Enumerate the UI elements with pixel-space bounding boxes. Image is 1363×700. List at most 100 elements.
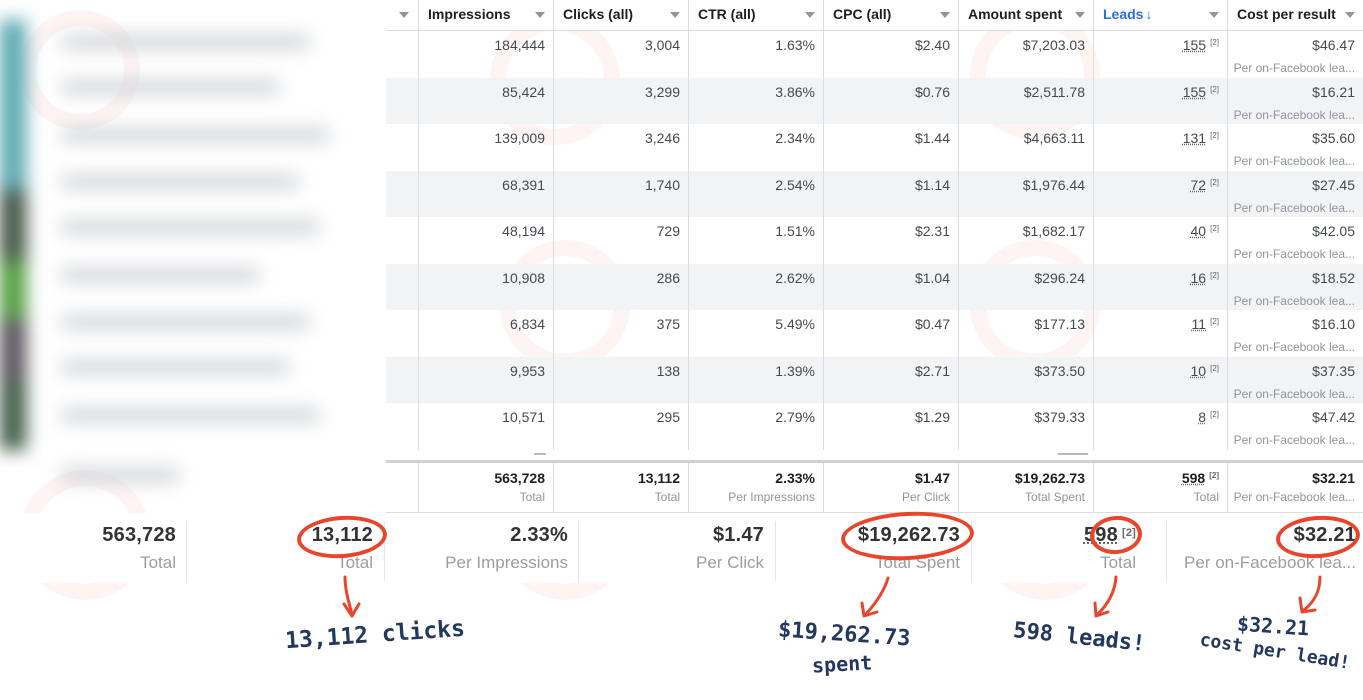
- cell-impressions: 139,009: [418, 124, 553, 171]
- cell-cost-per-result: $47.42 Per on-Facebook lea...: [1227, 403, 1363, 450]
- cell-leads: 8 [2]: [1093, 403, 1227, 450]
- chevron-down-icon: [805, 12, 815, 18]
- total-cost-per-result: $32.21 Per on-Facebook lea...: [1227, 463, 1363, 512]
- cell-clicks: 138: [553, 356, 688, 403]
- cell-cost-per-result: $46.47 Per on-Facebook lea...: [1227, 31, 1363, 78]
- zoom-separator: [775, 521, 776, 581]
- zoom-amount-spent: $19,262.73 Total Spent: [857, 524, 960, 572]
- cell-leads: 131 [2]: [1093, 124, 1227, 171]
- zoomed-totals-strip: 563,728 Total 13,112 Total 2.33% Per Impres…: [0, 513, 1363, 583]
- column-header-cpc[interactable]: CPC (all): [823, 0, 958, 31]
- zoom-leads: 598 [2] Total: [1083, 524, 1136, 572]
- cell-ctr: 1.39%: [688, 356, 823, 403]
- cell-leads: 11 [2]: [1093, 310, 1227, 357]
- cell-clicks: 3,004: [553, 31, 688, 78]
- cell-ctr: 2.62%: [688, 263, 823, 310]
- chevron-down-icon: [1209, 12, 1219, 18]
- cell-cost-per-result: $18.52 Per on-Facebook lea...: [1227, 263, 1363, 310]
- table-row: 9,953 138 1.39% $2.71 $373.50 10 [2] $37.35 Per …: [386, 356, 1363, 403]
- zoom-separator: [971, 521, 972, 581]
- cell-cpc: $2.71: [823, 356, 958, 403]
- cell-cost-per-result: $16.10 Per on-Facebook lea...: [1227, 310, 1363, 357]
- cell-cost-per-result: $27.45 Per on-Facebook lea...: [1227, 170, 1363, 217]
- cell-impressions: 184,444: [418, 31, 553, 78]
- chevron-down-icon: [1075, 12, 1085, 18]
- cell-leads: 155 [2]: [1093, 31, 1227, 78]
- column-header-leads[interactable]: Leads ↓: [1093, 0, 1227, 31]
- blurred-ad-names: [0, 0, 386, 512]
- annotation-spent-label: spent: [811, 650, 873, 678]
- table-header: Impressions Clicks (all) CTR (all) CPC (…: [386, 0, 1363, 31]
- cell-leads: 16 [2]: [1093, 263, 1227, 310]
- cell-ctr: 1.63%: [688, 31, 823, 78]
- cell-leads: 155 [2]: [1093, 77, 1227, 124]
- cell-clicks: 3,299: [553, 77, 688, 124]
- cell-clicks: 286: [553, 263, 688, 310]
- cell-ctr: 3.86%: [688, 77, 823, 124]
- cell-impressions: 6,834: [418, 310, 553, 357]
- table-row: 184,444 3,004 1.63% $2.40 $7,203.03 155 [2] $46…: [386, 31, 1363, 78]
- zoom-separator: [186, 521, 187, 581]
- zoom-separator: [384, 521, 385, 581]
- zoom-separator: [1166, 521, 1167, 581]
- cell-cpc: $1.29: [823, 403, 958, 450]
- cell-cost-per-result: $37.35 Per on-Facebook lea...: [1227, 356, 1363, 403]
- table-row: 10,908 286 2.62% $1.04 $296.24 16 [2] $18.52 Per…: [386, 263, 1363, 310]
- column-header-impressions[interactable]: Impressions: [418, 0, 553, 31]
- total-ctr: 2.33% Per Impressions: [688, 463, 823, 512]
- total-cpc: $1.47 Per Click: [823, 463, 958, 512]
- total-impressions: 563,728 Total: [418, 463, 553, 512]
- cell-cpc: $2.31: [823, 217, 958, 264]
- cell-amount-spent: $177.13: [958, 310, 1093, 357]
- cell-cpc: $1.14: [823, 170, 958, 217]
- cell-cost-per-result: $35.60 Per on-Facebook lea...: [1227, 124, 1363, 171]
- cell-amount-spent: $4,663.11: [958, 124, 1093, 171]
- cell-amount-spent: $7,203.03: [958, 31, 1093, 78]
- zoom-impressions: 563,728 Total: [102, 524, 176, 572]
- table-row: 48,194 729 1.51% $2.31 $1,682.17 40 [2] $42.05 P…: [386, 217, 1363, 264]
- cell-amount-spent: $379.33: [958, 403, 1093, 450]
- zoom-ctr: 2.33% Per Impressions: [445, 524, 568, 572]
- cell-amount-spent: $1,976.44: [958, 170, 1093, 217]
- cell-ctr: 2.79%: [688, 403, 823, 450]
- column-header-ctr[interactable]: CTR (all): [688, 0, 823, 31]
- cell-cpc: $0.47: [823, 310, 958, 357]
- chevron-down-icon: [670, 12, 680, 18]
- cell-impressions: 68,391: [418, 170, 553, 217]
- cell-cpc: $2.40: [823, 31, 958, 78]
- cell-ctr: 2.54%: [688, 170, 823, 217]
- arrow-down-icon: ↓: [1145, 6, 1153, 22]
- zoom-cost-per-result: $32.21 Per on-Facebook lea...: [1184, 524, 1356, 572]
- cell-cpc: $1.44: [823, 124, 958, 171]
- cell-clicks: 3,246: [553, 124, 688, 171]
- cell-leads: 72 [2]: [1093, 170, 1227, 217]
- cell-clicks: 295: [553, 403, 688, 450]
- cell-ctr: 1.51%: [688, 217, 823, 264]
- column-header-amount-spent[interactable]: Amount spent: [958, 0, 1093, 31]
- cell-amount-spent: $373.50: [958, 356, 1093, 403]
- totals-divider: [386, 460, 1363, 463]
- zoom-separator: [578, 521, 579, 581]
- cell-cost-per-result: $16.21 Per on-Facebook lea...: [1227, 77, 1363, 124]
- column-header-clicks[interactable]: Clicks (all): [553, 0, 688, 31]
- cell-amount-spent: $2,511.78: [958, 77, 1093, 124]
- cell-cpc: $1.04: [823, 263, 958, 310]
- cell-impressions: 85,424: [418, 77, 553, 124]
- cell-ctr: 2.34%: [688, 124, 823, 171]
- cell-impressions: 9,953: [418, 356, 553, 403]
- table-row: 6,834 375 5.49% $0.47 $177.13 11 [2] $16.10 Per …: [386, 310, 1363, 357]
- cell-cost-per-result: $42.05 Per on-Facebook lea...: [1227, 217, 1363, 264]
- total-clicks: 13,112 Total: [553, 463, 688, 512]
- total-amount-spent: $19,262.73 Total Spent: [958, 463, 1093, 512]
- totals-row: 563,728 Total 13,112 Total 2.33% Per Impres…: [386, 463, 1363, 513]
- table-row: 10,571 295 2.79% $1.29 $379.33 8 [2] $47.42 Per …: [386, 403, 1363, 450]
- cell-leads: 40 [2]: [1093, 217, 1227, 264]
- chevron-down-icon: [940, 12, 950, 18]
- total-leads: 598 [2] Total: [1093, 463, 1227, 512]
- chevron-down-icon: [535, 12, 545, 18]
- column-header-cost-per-result[interactable]: Cost per result: [1227, 0, 1363, 31]
- cell-impressions: 48,194: [418, 217, 553, 264]
- zoom-cpc: $1.47 Per Click: [695, 524, 764, 572]
- name-column-menu[interactable]: [386, 0, 418, 31]
